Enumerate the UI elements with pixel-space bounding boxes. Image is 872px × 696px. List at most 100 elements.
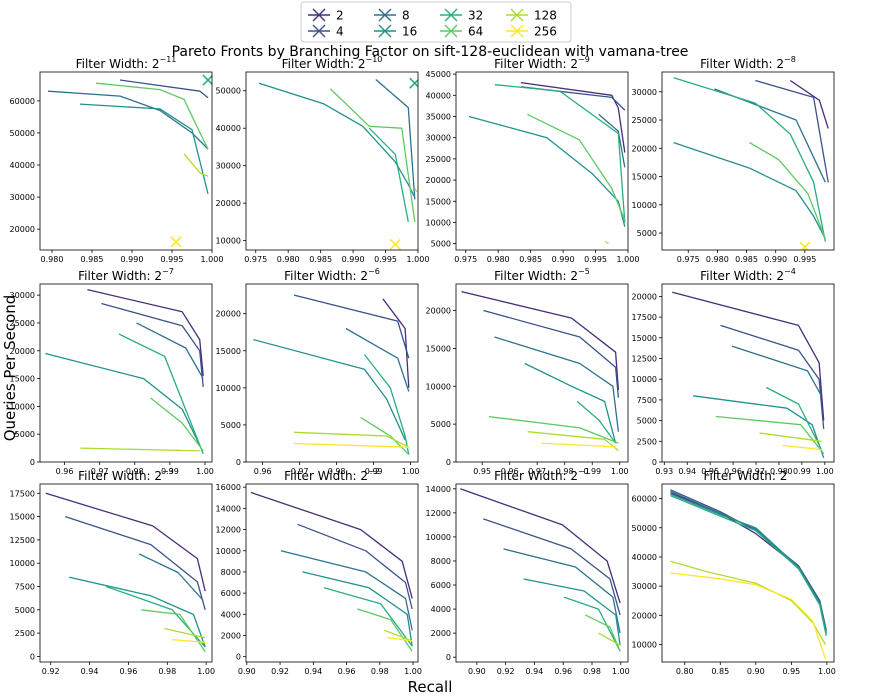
series-line-2 [382,298,410,388]
series-line-64 [749,142,826,239]
x-tick-label: 0.975 [454,255,477,264]
x-tick-label: 0.98 [328,467,346,476]
y-tick-label: 0 [236,653,241,662]
legend-label: 32 [468,9,483,23]
legend-item-128: 128 [506,9,557,23]
x-tick-label: 1.000 [201,255,224,264]
series-line-2 [250,491,413,599]
x-tick-label: 0.990 [342,255,365,264]
x-tick-label: 0.90 [747,667,765,676]
series-line-128 [604,240,609,245]
x-tick-label: 1.000 [617,255,640,264]
x-tick-label: 1.00 [404,667,422,676]
series-line-128 [383,629,413,642]
y-tick-label: 50000 [216,87,241,96]
x-tick-label: 0.97 [91,467,109,476]
y-tick-label: 20000 [426,176,451,185]
y-tick-label: 16000 [216,483,241,492]
series-line-8 [598,113,626,168]
x-tick-label: 0.975 [677,255,700,264]
series-line-64 [527,113,626,221]
y-tick-label: 15000 [632,334,657,343]
panel-4: Filter Width: 2−8 0.975 0.980 0.985 0.990 0.9… [632,55,835,264]
y-tick-label: 10000 [426,382,451,391]
series-line-4 [297,523,413,610]
y-tick-label: 0 [652,458,657,467]
y-tick-label: 14000 [216,504,241,513]
x-tick-label: 0.96 [501,467,519,476]
series-line-256 [670,572,827,660]
series-line-128 [80,447,200,452]
series-line-8 [345,327,410,392]
y-tick-label: 8000 [431,557,451,566]
series-line-16 [524,362,617,444]
y-tick-label: 15000 [426,344,451,353]
panel-7: Filter Width: 2−5 0.95 0.96 0.97 0.98 0.99 1.0… [426,267,629,476]
series-line-32 [576,400,617,444]
y-tick-label: 12000 [426,509,451,518]
x-tick-label: 1.00 [611,467,629,476]
legend: 2 4 8 16 32 64 128 256 [300,1,572,43]
y-tick-label: 5000 [221,421,241,430]
x-tick-label: 0.99 [161,467,179,476]
x-tick-label: 0.80 [676,667,694,676]
legend-label: 2 [336,9,344,23]
y-tick-label: 20000 [10,225,35,234]
y-tick-label: 20000 [10,347,35,356]
y-tick-label: 30000 [10,193,35,202]
legend-item-64: 64 [440,25,483,39]
series-line-16 [253,338,406,441]
legend-swatch-marker [510,24,524,38]
series-line-16 [69,576,206,648]
series-line-32 [766,386,822,450]
x-tick-label: 0.975 [244,255,267,264]
y-tick-label: 7500 [15,583,35,592]
series-marker-32 [202,74,212,86]
panel-title: Filter Width: 2−7 [78,267,174,283]
y-tick-label: 5000 [431,240,451,249]
series-line-128 [414,187,418,193]
axes-frame [455,71,629,251]
x-tick-label: 0.96 [120,667,138,676]
series-line-128 [527,431,619,452]
plot-area [45,492,206,653]
y-tick-label: 50000 [632,524,657,533]
panel-title: Filter Width: 2−4 [700,267,796,283]
x-tick-label: 0.99 [793,467,811,476]
legend-item-256: 256 [506,25,557,39]
x-tick-label: 0.90 [238,667,256,676]
y-tick-label: 8000 [221,568,241,577]
series-line-32 [494,84,626,223]
series-marker-32 [409,77,418,89]
x-tick-label: 0.98 [158,667,176,676]
x-tick-label: 0.92 [271,667,289,676]
plot-area [461,290,620,452]
series-line-2 [461,290,620,391]
y-tick-label: 20000 [632,144,657,153]
series-line-8 [503,548,621,634]
plot-area [45,288,204,454]
series-line-2 [672,291,825,421]
x-tick-label: 0.95 [782,667,800,676]
axes-frame [661,71,835,251]
y-tick-label: 12500 [10,536,35,545]
y-tick-label: 0 [30,458,35,467]
series-line-16 [302,571,413,647]
series-line-128 [598,632,621,646]
x-tick-label: 0.92 [42,667,60,676]
x-tick-label: 0.985 [309,255,332,264]
series-line-256 [541,442,616,448]
series-line-2 [87,288,204,376]
legend-label: 16 [402,25,417,39]
y-tick-label: 2500 [15,629,35,638]
x-tick-label: 0.94 [81,667,99,676]
y-tick-label: 10000 [216,384,241,393]
x-tick-label: 0.97 [747,467,765,476]
x-tick-label: 0.990 [121,255,144,264]
series-line-16 [258,82,416,198]
series-line-4 [483,309,620,398]
panel-title: Filter Width: 2−6 [284,267,380,283]
series-line-8 [714,88,826,183]
series-line-64 [141,609,206,653]
y-tick-label: 35000 [426,113,451,122]
